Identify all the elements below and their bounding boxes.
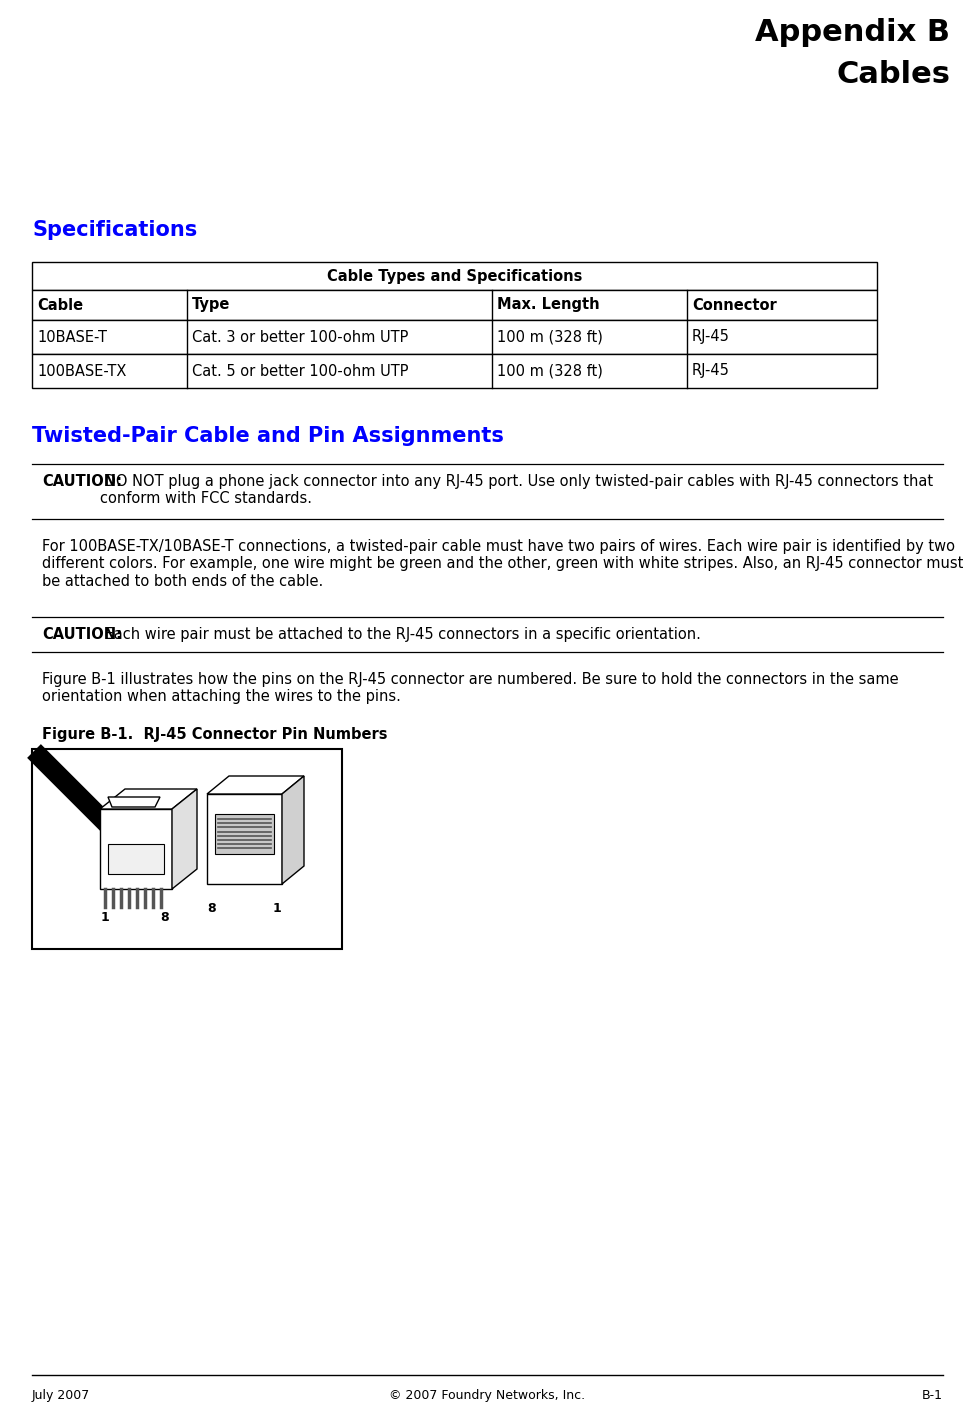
Text: Twisted-Pair Cable and Pin Assignments: Twisted-Pair Cable and Pin Assignments [32, 427, 504, 446]
Polygon shape [108, 797, 160, 807]
Text: Each wire pair must be attached to the RJ-45 connectors in a specific orientatio: Each wire pair must be attached to the R… [100, 627, 701, 642]
Text: © 2007 Foundry Networks, Inc.: © 2007 Foundry Networks, Inc. [389, 1390, 585, 1402]
Text: 100BASE-TX: 100BASE-TX [37, 363, 127, 379]
Text: Type: Type [192, 297, 230, 313]
Text: Max. Length: Max. Length [497, 297, 600, 313]
Text: 8: 8 [161, 911, 170, 924]
Bar [32, 749, 342, 949]
Bar [32, 353, 877, 389]
Bar [32, 290, 877, 320]
Text: CAUTION:: CAUTION: [42, 474, 122, 489]
Polygon shape [282, 776, 304, 884]
Text: Figure B-1 illustrates how the pins on the RJ-45 connector are numbered. Be sure: Figure B-1 illustrates how the pins on t… [42, 672, 899, 704]
Polygon shape [100, 788, 197, 810]
Text: 100 m (328 ft): 100 m (328 ft) [497, 329, 603, 345]
Text: Figure B-1.  RJ-45 Connector Pin Numbers: Figure B-1. RJ-45 Connector Pin Numbers [42, 727, 387, 742]
Bar [215, 814, 274, 855]
Bar [32, 262, 877, 290]
Text: 100 m (328 ft): 100 m (328 ft) [497, 363, 603, 379]
Text: 1: 1 [100, 911, 109, 924]
Text: CAUTION:: CAUTION: [42, 627, 122, 642]
Text: July 2007: July 2007 [32, 1390, 91, 1402]
Text: B-1: B-1 [922, 1390, 943, 1402]
Text: RJ-45: RJ-45 [692, 363, 730, 379]
Bar [108, 843, 164, 874]
Text: DO NOT plug a phone jack connector into any RJ-45 port. Use only twisted-pair ca: DO NOT plug a phone jack connector into … [100, 474, 933, 507]
Text: For 100BASE-TX/10BASE-T connections, a twisted-pair cable must have two pairs of: For 100BASE-TX/10BASE-T connections, a t… [42, 539, 963, 589]
Text: RJ-45: RJ-45 [692, 329, 730, 345]
Text: Appendix B: Appendix B [755, 18, 950, 46]
Text: 8: 8 [208, 903, 216, 915]
Text: Cable Types and Specifications: Cable Types and Specifications [327, 269, 582, 283]
Text: Cat. 5 or better 100-ohm UTP: Cat. 5 or better 100-ohm UTP [192, 363, 409, 379]
Text: Cables: Cables [836, 61, 950, 89]
Bar [100, 810, 172, 888]
Polygon shape [207, 776, 304, 794]
Text: Specifications: Specifications [32, 220, 197, 239]
Text: 1: 1 [273, 903, 282, 915]
Text: Cat. 3 or better 100-ohm UTP: Cat. 3 or better 100-ohm UTP [192, 329, 409, 345]
Text: Cable: Cable [37, 297, 83, 313]
Bar [207, 794, 282, 884]
Polygon shape [172, 788, 197, 888]
Text: Connector: Connector [692, 297, 777, 313]
Bar [32, 320, 877, 353]
Text: 10BASE-T: 10BASE-T [37, 329, 107, 345]
